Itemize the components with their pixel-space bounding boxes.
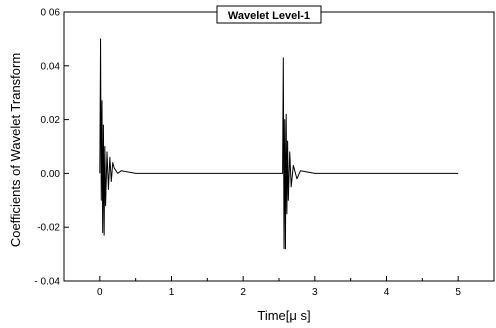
x-axis-title: Time[μ s] bbox=[257, 308, 310, 323]
y-tick-label: - 0.04 bbox=[34, 277, 60, 288]
plot-frame bbox=[63, 11, 495, 282]
legend-box bbox=[216, 5, 322, 24]
x-tick-label: 5 bbox=[455, 287, 461, 298]
y-tick-label: 0.02 bbox=[41, 115, 61, 126]
x-tick-label: 1 bbox=[169, 287, 175, 298]
x-tick-label: 3 bbox=[312, 287, 318, 298]
legend-entry: Wavelet Level-1 bbox=[228, 10, 310, 22]
y-tick-label: 0 06 bbox=[41, 8, 61, 19]
series-line bbox=[99, 38, 459, 250]
legend: Wavelet Level-1 bbox=[216, 5, 322, 24]
y-tick-label: 0.00 bbox=[41, 169, 61, 180]
x-tick-label: 0 bbox=[97, 287, 103, 298]
y-tick-label: 0.04 bbox=[41, 61, 61, 72]
series-layer bbox=[99, 38, 459, 250]
y-tick-label: -0.02 bbox=[37, 223, 60, 234]
y-axis: - 0.04 -0.02 0.00 0.02 0.04 0 06 bbox=[34, 8, 69, 288]
x-axis: 0 1 2 3 4 5 bbox=[63, 276, 495, 298]
x-tick-label: 4 bbox=[384, 287, 390, 298]
y-axis-title: Coefficients of Wavelet Transform bbox=[8, 53, 23, 247]
x-tick-label: 2 bbox=[240, 287, 246, 298]
